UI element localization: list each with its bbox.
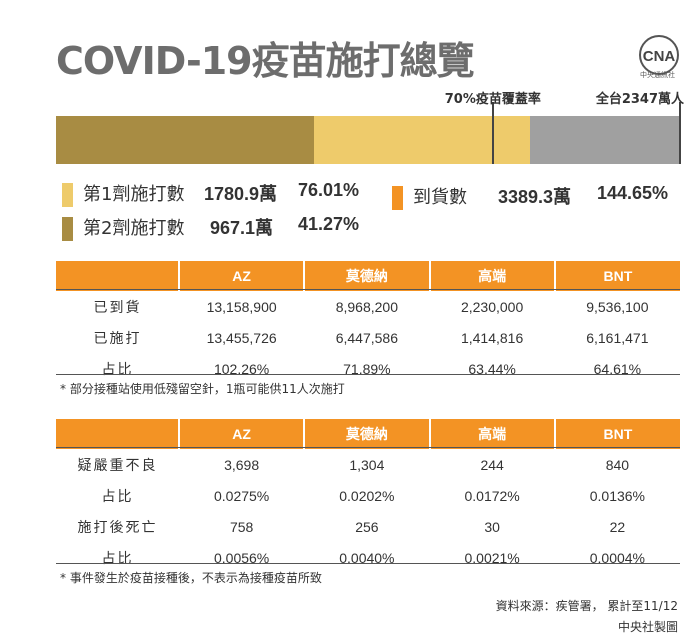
coverage-marker-label: 70%疫苗覆蓋率 (444, 92, 541, 107)
table-cell: 0.0004% (589, 549, 646, 566)
table1-bottom-rule (56, 374, 680, 375)
table-cell: 63.44% (468, 360, 516, 377)
table-cell: 9,536,100 (586, 298, 649, 315)
table-header: 莫德納 (304, 261, 431, 291)
table-cell: 0.0275% (213, 487, 270, 504)
table-row: 占比 102.26% 71.89% 63.44% 64.61% (56, 353, 680, 384)
table-cell: 244 (480, 456, 504, 473)
table-row: 占比 0.0275% 0.0202% 0.0172% 0.0136% (56, 480, 680, 511)
footnote-syringe: * 部分接種站使用低殘留空針，1瓶可能供11人次施打 (60, 382, 345, 396)
row-label: 占比 (101, 549, 134, 566)
table2-header-rule (56, 447, 680, 448)
table-cell: 6,447,586 (335, 329, 399, 346)
coverage-marker-line (679, 102, 681, 164)
legend-dose1-pct: 76.01% (298, 180, 360, 200)
table-header: BNT (554, 419, 680, 449)
coverage-bar: 70%疫苗覆蓋率 全台2347萬人 (56, 92, 684, 164)
row-label: 施打後死亡 (77, 518, 158, 535)
table-header: AZ (179, 419, 306, 449)
legend-dose2-pct: 41.27% (298, 214, 360, 234)
table-row: 已到貨 13,158,900 8,968,200 2,230,000 9,536… (56, 291, 680, 322)
page-title: COVID-19疫苗施打總覽 (56, 39, 475, 83)
table-cell: 0.0056% (213, 549, 270, 566)
table-cell: 13,455,726 (206, 329, 277, 346)
table-header: 高端 (429, 419, 556, 449)
table-cell: 840 (605, 456, 630, 473)
table-header: AZ (179, 261, 306, 291)
table-header: 莫德納 (304, 419, 431, 449)
bar-segment (56, 116, 314, 164)
logo-text: CNA (643, 48, 676, 65)
table-cell: 102.26% (213, 360, 270, 377)
row-label: 疑嚴重不良 (77, 456, 158, 473)
table-cell: 13,158,900 (206, 298, 277, 315)
table-cell: 71.89% (343, 360, 391, 377)
table-row: 已施打 13,455,726 6,447,586 1,414,816 6,161… (56, 322, 680, 353)
table-cell: 0.0202% (339, 487, 395, 504)
bar-segment (530, 116, 680, 164)
table-header: BNT (554, 261, 680, 291)
table-cell: 0.0040% (339, 549, 395, 566)
legend-delivered-swatch (392, 186, 403, 210)
table-cell: 6,161,471 (586, 329, 649, 346)
legend-dose1: 第1劑施打數 1780.9萬 76.01% (62, 180, 359, 207)
table-header-row: AZ 莫德納 高端 BNT (56, 419, 680, 449)
legend-dose1-count: 1780.9萬 (204, 184, 278, 204)
table-cell: 3,698 (224, 456, 260, 473)
table-header: 高端 (429, 261, 556, 291)
legend-delivered-pct: 144.65% (597, 183, 669, 203)
legend-dose2: 第2劑施打數 967.1萬 41.27% (62, 214, 359, 241)
legend-dose1-label: 第1劑施打數 (83, 184, 185, 205)
table2-bottom-rule (56, 563, 680, 564)
legend-dose2-label: 第2劑施打數 (83, 218, 185, 239)
table-cell: 1,414,816 (460, 329, 524, 346)
row-label: 已施打 (93, 329, 142, 346)
bar-segment (313, 116, 531, 164)
legend-delivered-count: 3389.3萬 (498, 187, 572, 207)
row-label: 占比 (101, 360, 134, 377)
table1-header-rule (56, 289, 680, 290)
delivery-table: AZ 莫德納 高端 BNT 已到貨 13,158,900 8,968,200 2… (56, 261, 680, 384)
footnote-causality: * 事件發生於疫苗接種後，不表示為接種疫苗所致 (60, 571, 322, 585)
table-cell: 0.0172% (464, 487, 520, 504)
table-header-row: AZ 莫德納 高端 BNT (56, 261, 680, 291)
table-header (56, 261, 180, 291)
table-cell: 2,230,000 (460, 298, 524, 315)
table-header (56, 419, 180, 449)
table-cell: 1,304 (349, 456, 385, 473)
credit-text: 中央社製圖 (617, 620, 678, 634)
table-cell: 758 (229, 518, 254, 535)
legend-delivered-label: 到貨數 (413, 187, 467, 208)
table-cell: 256 (355, 518, 379, 535)
table-cell: 22 (609, 518, 626, 535)
table-cell: 64.61% (593, 360, 642, 377)
table-cell: 0.0136% (589, 487, 646, 504)
cna-logo: CNA (639, 35, 679, 75)
legend-dose1-swatch (62, 183, 73, 207)
coverage-marker-line (491, 102, 494, 164)
adverse-events-table: AZ 莫德納 高端 BNT 疑嚴重不良 3,698 1,304 244 840 … (56, 419, 680, 573)
legend-dose2-count: 967.1萬 (210, 218, 274, 238)
table-cell: 8,968,200 (335, 298, 399, 315)
row-label: 占比 (101, 487, 134, 504)
legend-delivered: 到貨數 3389.3萬 144.65% (392, 183, 668, 210)
table-row: 施打後死亡 758 256 30 22 (56, 511, 680, 542)
table-row: 占比 0.0056% 0.0040% 0.0021% 0.0004% (56, 542, 680, 573)
logo-subtext: 中央通訊社 (640, 71, 675, 79)
table-cell: 30 (484, 518, 500, 535)
source-text: 資料來源：疾管署， 累計至11/12 (495, 599, 678, 613)
row-label: 已到貨 (93, 298, 142, 315)
coverage-marker-label: 全台2347萬人 (595, 92, 684, 107)
table-row: 疑嚴重不良 3,698 1,304 244 840 (56, 449, 680, 480)
table-cell: 0.0021% (464, 549, 520, 566)
legend-dose2-swatch (62, 217, 73, 241)
